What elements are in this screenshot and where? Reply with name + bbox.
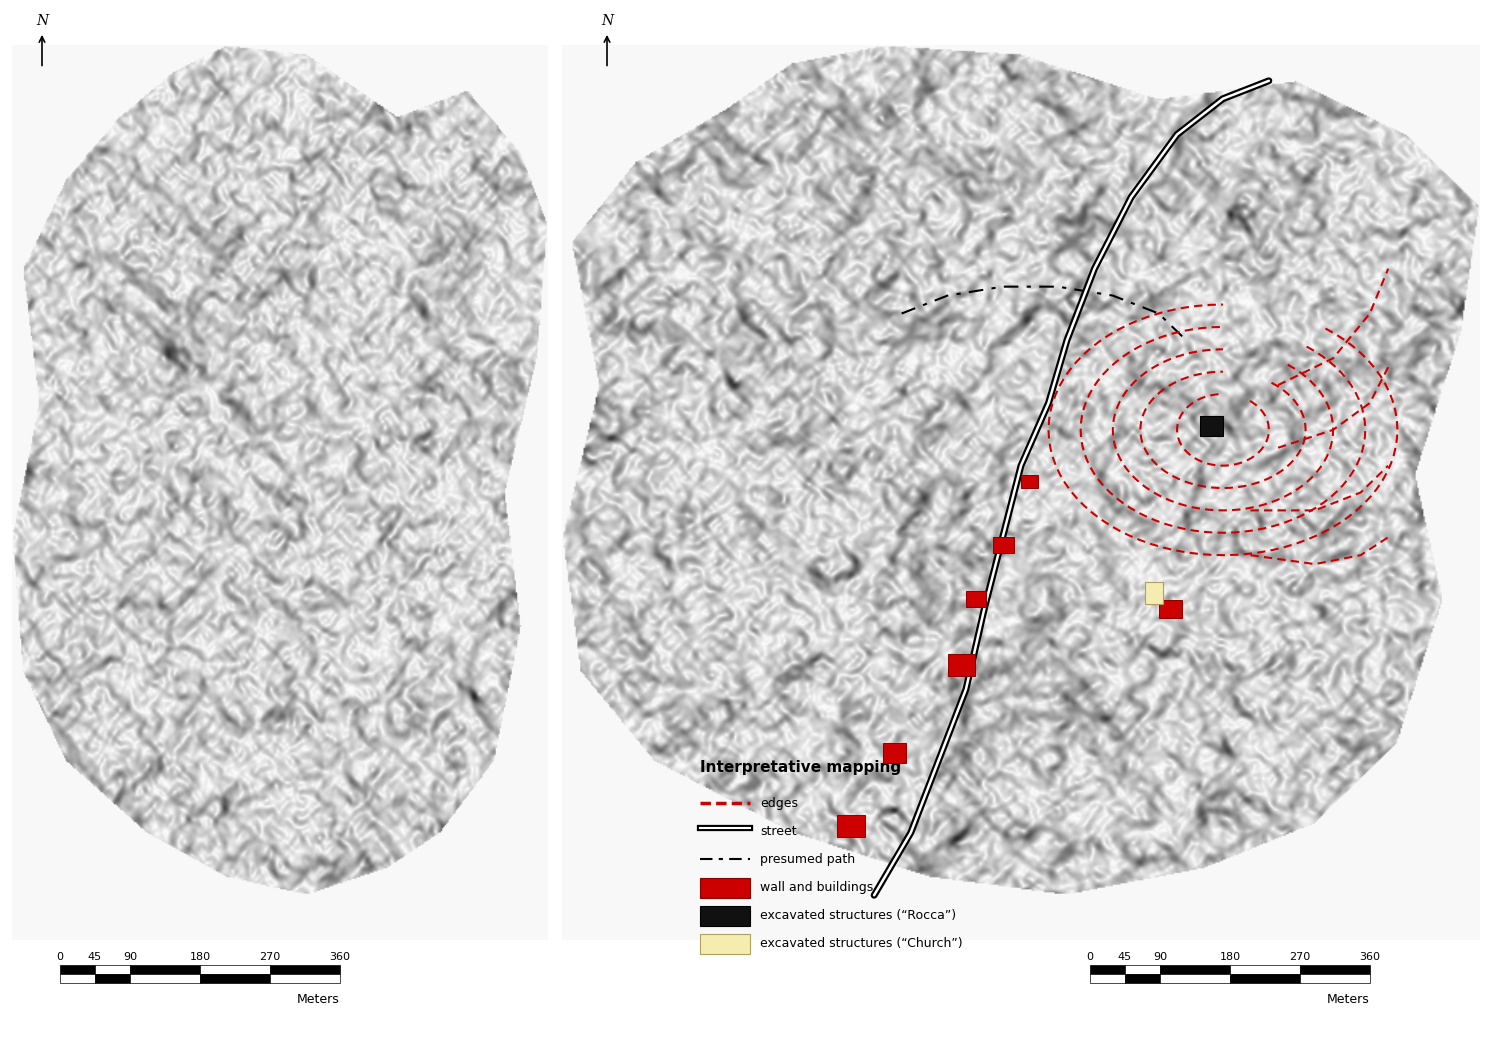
Text: presumed path: presumed path [759, 852, 855, 865]
Text: N: N [36, 14, 48, 28]
Text: excavated structures (“Rocca”): excavated structures (“Rocca”) [759, 909, 956, 921]
Text: street: street [759, 825, 797, 838]
Bar [200, 974, 270, 983]
Bar [994, 537, 1013, 554]
Bar [1300, 974, 1370, 983]
Bar [12, 44, 548, 940]
Bar [1229, 965, 1300, 974]
Bar [60, 965, 95, 974]
Bar [130, 974, 200, 983]
Bar [1021, 474, 1037, 488]
Text: 270: 270 [260, 952, 280, 962]
Bar [883, 743, 906, 762]
Text: wall and buildings: wall and buildings [759, 881, 873, 894]
Bar [95, 974, 130, 983]
Bar [130, 965, 200, 974]
Bar [270, 965, 340, 974]
Text: 0: 0 [57, 952, 64, 962]
Text: 180: 180 [1219, 952, 1240, 962]
Bar [1144, 582, 1164, 605]
Bar [965, 591, 986, 607]
Text: 180: 180 [189, 952, 210, 962]
Bar [1159, 974, 1229, 983]
Bar [700, 907, 750, 926]
Bar [1091, 965, 1125, 974]
Bar [1159, 599, 1182, 617]
Bar [947, 653, 976, 676]
Text: 90: 90 [1153, 952, 1167, 962]
Text: N: N [601, 14, 613, 28]
Bar [200, 965, 270, 974]
Text: 45: 45 [1118, 952, 1132, 962]
Text: 45: 45 [88, 952, 101, 962]
Text: 0: 0 [1086, 952, 1094, 962]
Text: 270: 270 [1289, 952, 1310, 962]
Bar [1125, 965, 1159, 974]
Bar [1091, 974, 1125, 983]
Text: 90: 90 [122, 952, 137, 962]
Bar [1159, 965, 1229, 974]
Bar [270, 974, 340, 983]
Text: 360: 360 [1359, 952, 1380, 962]
Bar [1229, 974, 1300, 983]
Bar [1300, 965, 1370, 974]
Bar [700, 934, 750, 954]
Text: Interpretative mapping: Interpretative mapping [700, 760, 901, 775]
Bar [837, 814, 865, 837]
Bar [1125, 974, 1159, 983]
Text: Meters: Meters [1328, 993, 1370, 1006]
Bar [60, 974, 95, 983]
Text: Meters: Meters [297, 993, 340, 1006]
Bar [700, 878, 750, 898]
Bar [1200, 416, 1223, 436]
Text: 360: 360 [330, 952, 351, 962]
Bar [95, 965, 130, 974]
Text: excavated structures (“Church”): excavated structures (“Church”) [759, 937, 962, 950]
Bar [562, 44, 1480, 940]
Text: edges: edges [759, 796, 798, 810]
